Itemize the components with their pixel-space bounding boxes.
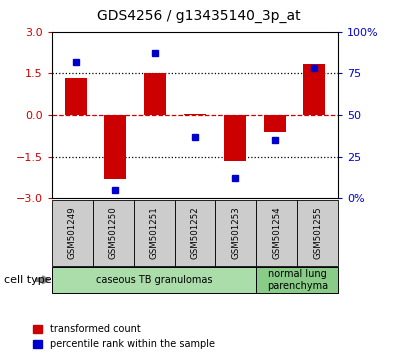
Text: GSM501250: GSM501250 — [109, 206, 118, 259]
Bar — [184, 114, 206, 115]
Text: GSM501251: GSM501251 — [150, 206, 158, 259]
Bar — [264, 115, 286, 132]
Text: GSM501254: GSM501254 — [272, 206, 281, 259]
Text: GSM501255: GSM501255 — [313, 206, 322, 259]
Bar — [304, 64, 326, 115]
Bar — [144, 74, 166, 115]
Bar — [224, 115, 246, 161]
Bar — [64, 78, 87, 115]
Text: GSM501253: GSM501253 — [232, 206, 240, 259]
Text: caseous TB granulomas: caseous TB granulomas — [96, 275, 212, 285]
Text: GSM501252: GSM501252 — [191, 206, 199, 259]
Text: normal lung
parenchyma: normal lung parenchyma — [267, 269, 328, 291]
Legend: transformed count, percentile rank within the sample: transformed count, percentile rank withi… — [33, 324, 215, 349]
Text: cell type: cell type — [4, 275, 52, 285]
Text: GSM501249: GSM501249 — [68, 206, 77, 259]
Bar — [104, 115, 127, 179]
Text: GDS4256 / g13435140_3p_at: GDS4256 / g13435140_3p_at — [97, 9, 301, 23]
